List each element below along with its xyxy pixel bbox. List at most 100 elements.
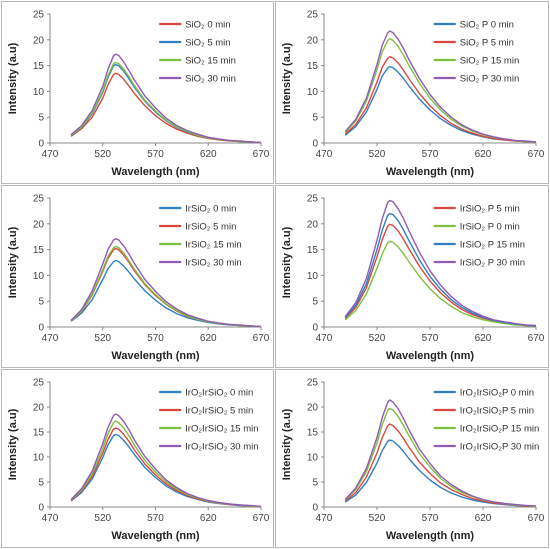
y-tick-label: 20 — [307, 219, 319, 230]
legend-entry: IrSiO₂ 15 min — [185, 240, 241, 251]
y-tick-label: 20 — [33, 403, 45, 414]
x-tick-label: 520 — [369, 513, 386, 524]
x-tick-label: 520 — [94, 333, 111, 344]
x-tick-label: 670 — [253, 149, 270, 160]
legend-entry: IrO₂IrSiO₂P 0 min — [460, 388, 534, 399]
legend-entry: IrO₂IrSiO₂P 15 min — [460, 424, 540, 435]
legend-entry: IrSiO₂ P 15 min — [460, 240, 525, 251]
series-line-2 — [344, 240, 537, 327]
y-tick-label: 25 — [307, 10, 319, 21]
chart-svg: 0 5 10 15 20 25 470 520 570 620 670 Wavelength (nm)… — [281, 378, 545, 543]
x-tick-label: 520 — [94, 513, 111, 524]
chart-panel-4: 0 5 10 15 20 25 470 520 570 620 670 Wavelength (nm)… — [275, 185, 549, 368]
chart-svg: 0 5 10 15 20 25 470 520 570 620 670 Wavelength (nm)… — [281, 194, 545, 363]
legend-entry: IrSiO₂ P 30 min — [460, 258, 525, 269]
x-tick-label: 620 — [200, 333, 217, 344]
x-axis-label: Wavelength (nm) — [111, 530, 200, 542]
x-tick-label: 570 — [147, 149, 164, 160]
series-line-4 — [70, 413, 262, 508]
x-tick-label: 670 — [253, 513, 270, 524]
chart-svg: 0 5 10 15 20 25 470 520 570 620 670 Wavelength (nm)… — [7, 378, 270, 543]
y-tick-label: 25 — [33, 10, 45, 21]
y-tick-label: 25 — [307, 194, 319, 205]
series-line-2 — [70, 427, 262, 508]
legend-entry: SiO₂ P 5 min — [460, 38, 514, 49]
x-tick-label: 470 — [316, 513, 333, 524]
chart-svg: 0 5 10 15 20 25 470 520 570 620 670 Wavelength (nm)… — [7, 10, 270, 179]
y-tick-label: 0 — [312, 323, 318, 334]
y-tick-label: 0 — [38, 503, 44, 514]
legend-entry: IrSiO₂ 0 min — [185, 204, 236, 215]
y-tick-label: 0 — [38, 139, 44, 150]
legend-entry: IrSiO₂ 5 min — [185, 222, 236, 233]
x-axis-label: Wavelength (nm) — [386, 350, 475, 362]
legend-entry: IrO₂IrSiO₂ 5 min — [185, 406, 253, 417]
y-tick-label: 5 — [38, 478, 44, 489]
series-line-4 — [344, 30, 537, 143]
x-tick-label: 520 — [369, 149, 386, 160]
y-tick-label: 15 — [307, 61, 319, 72]
chart-svg: 0 5 10 15 20 25 470 520 570 620 670 Wavelength (nm)… — [7, 194, 270, 363]
x-tick-label: 570 — [422, 149, 439, 160]
x-tick-label: 670 — [528, 513, 545, 524]
y-tick-label: 15 — [33, 428, 45, 439]
y-tick-label: 20 — [307, 403, 319, 414]
legend-entry: IrO₂IrSiO₂P 5 min — [460, 406, 534, 417]
x-tick-label: 670 — [528, 333, 545, 344]
y-tick-label: 15 — [33, 245, 45, 256]
y-tick-label: 5 — [312, 478, 318, 489]
y-tick-label: 20 — [33, 219, 45, 230]
legend-entry: IrO₂IrSiO₂ 30 min — [185, 442, 258, 453]
legend-entry: IrO₂IrSiO₂P 30 min — [460, 442, 540, 453]
x-tick-label: 620 — [475, 513, 492, 524]
x-axis-label: Wavelength (nm) — [111, 166, 200, 178]
series-line-2 — [344, 56, 537, 143]
x-tick-label: 620 — [475, 333, 492, 344]
series-line-4 — [344, 399, 537, 507]
y-axis-label: Intensity (a.u) — [7, 42, 19, 114]
x-tick-label: 620 — [200, 149, 217, 160]
x-tick-label: 520 — [369, 333, 386, 344]
series-line-2 — [344, 423, 537, 508]
legend-entry: IrO₂IrSiO₂ 15 min — [185, 424, 258, 435]
legend-entry: SiO₂ 0 min — [185, 20, 230, 31]
x-tick-label: 470 — [42, 149, 59, 160]
y-axis-label: Intensity (a.u) — [7, 226, 19, 298]
x-tick-label: 670 — [528, 149, 545, 160]
x-tick-label: 570 — [422, 333, 439, 344]
chart-panel-6: 0 5 10 15 20 25 470 520 570 620 670 Wavelength (nm)… — [275, 369, 549, 548]
y-tick-label: 10 — [307, 453, 319, 464]
chart-panel-3: 0 5 10 15 20 25 470 520 570 620 670 Wavelength (nm)… — [1, 185, 274, 368]
y-tick-label: 25 — [33, 194, 45, 205]
x-tick-label: 570 — [147, 513, 164, 524]
x-tick-label: 570 — [422, 513, 439, 524]
x-tick-label: 470 — [42, 513, 59, 524]
y-tick-label: 10 — [33, 87, 45, 98]
y-tick-label: 0 — [312, 139, 318, 150]
y-tick-label: 25 — [307, 378, 319, 389]
y-tick-label: 0 — [312, 503, 318, 514]
x-tick-label: 620 — [200, 513, 217, 524]
y-axis-label: Intensity (a.u) — [281, 226, 293, 298]
legend-entry: IrSiO₂ P 5 min — [460, 204, 520, 215]
y-tick-label: 10 — [307, 271, 319, 282]
y-tick-label: 15 — [307, 245, 319, 256]
x-tick-label: 570 — [147, 333, 164, 344]
x-tick-label: 470 — [316, 149, 333, 160]
y-tick-label: 5 — [312, 297, 318, 308]
y-tick-label: 10 — [307, 87, 319, 98]
series-line-4 — [70, 53, 262, 144]
legend-entry: IrSiO₂ P 0 min — [460, 222, 520, 233]
legend-entry: SiO₂ 5 min — [185, 38, 230, 49]
legend-entry: SiO₂ 30 min — [185, 74, 236, 85]
y-axis-label: Intensity (a.u) — [281, 42, 293, 114]
legend-entry: SiO₂ P 15 min — [460, 56, 519, 67]
y-tick-label: 0 — [38, 323, 44, 334]
legend-entry: IrO₂IrSiO₂ 0 min — [185, 388, 253, 399]
y-tick-label: 20 — [33, 35, 45, 46]
x-tick-label: 470 — [316, 333, 333, 344]
legend-entry: IrSiO₂ 30 min — [185, 258, 241, 269]
chart-svg: 0 5 10 15 20 25 470 520 570 620 670 Wavelength (nm)… — [281, 10, 545, 179]
x-axis-label: Wavelength (nm) — [111, 350, 200, 362]
legend-entry: SiO₂ 15 min — [185, 56, 236, 67]
